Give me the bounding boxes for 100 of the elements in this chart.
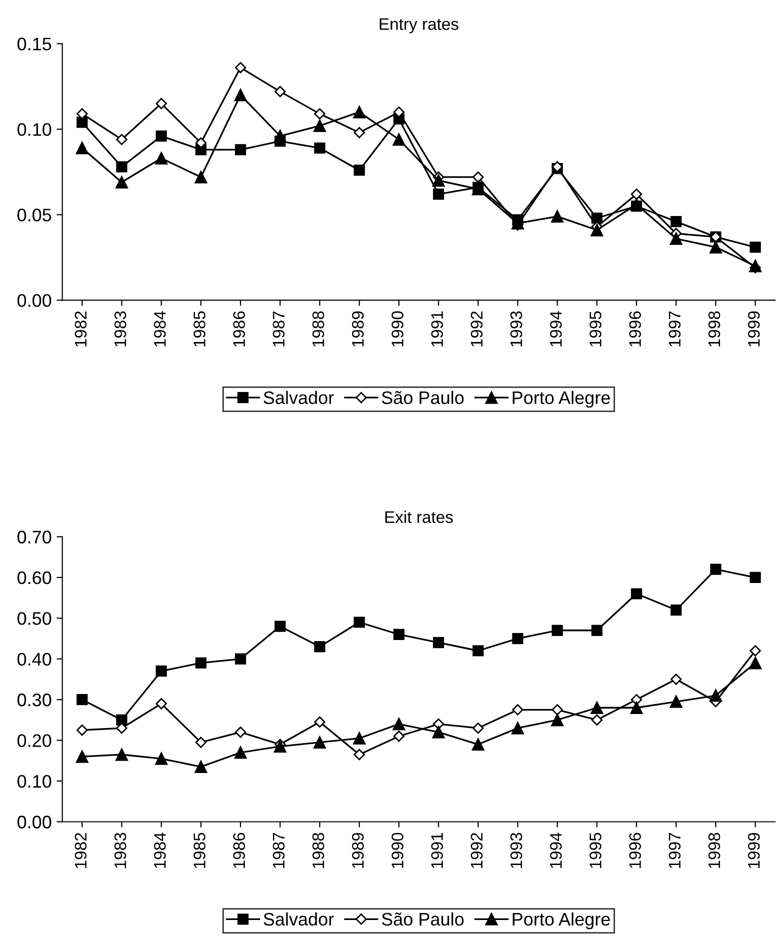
point <box>115 748 128 761</box>
legend-label: São Paulo <box>382 912 464 926</box>
point <box>393 628 404 640</box>
x-tick-label: 1984 <box>154 832 166 868</box>
point <box>670 695 682 708</box>
x-tick-label: 1987 <box>272 311 285 346</box>
point <box>591 624 602 636</box>
y-tick-label: 0.10 <box>17 123 52 136</box>
x-tick-label: 1994 <box>550 832 562 868</box>
point <box>630 188 642 200</box>
point <box>234 726 246 738</box>
x-tick-label: 1992 <box>470 311 483 346</box>
x-tick-label: 1988 <box>312 311 324 346</box>
x-tick-label: 1993 <box>510 832 522 868</box>
point <box>432 174 445 187</box>
point <box>552 704 563 716</box>
point <box>552 624 563 636</box>
point <box>76 724 88 736</box>
x-tick-label: 1986 <box>233 832 245 868</box>
x-tick-label: 1991 <box>431 832 443 868</box>
point <box>155 752 168 765</box>
x-tick-label: 1984 <box>154 311 166 346</box>
point <box>472 722 484 734</box>
x-tick-label: 1996 <box>629 832 641 868</box>
point <box>591 714 603 726</box>
x-tick-label: 1983 <box>114 832 126 868</box>
point <box>116 161 128 172</box>
x-tick-label: 1997 <box>668 311 681 346</box>
point <box>234 653 246 664</box>
x-tick-label: 1990 <box>392 832 404 868</box>
point <box>76 116 88 128</box>
point <box>76 750 88 763</box>
chart-title: Entry rates <box>380 18 458 34</box>
point <box>76 694 88 706</box>
y-tick-label: 0.00 <box>17 816 52 828</box>
legend-label: Porto Alegre <box>512 390 610 408</box>
point <box>274 740 286 753</box>
point <box>432 726 445 738</box>
point <box>314 142 326 154</box>
point <box>116 722 128 734</box>
point <box>116 134 128 146</box>
x-tick-label: 1985 <box>194 832 206 868</box>
y-tick-label: 0.30 <box>17 694 52 706</box>
x-tick-label: 1988 <box>312 832 324 868</box>
point <box>194 760 208 774</box>
point <box>551 210 564 223</box>
x-tick-label: 1994 <box>550 311 562 346</box>
point <box>590 702 604 714</box>
point <box>432 637 444 648</box>
point <box>76 142 88 154</box>
x-tick-label: 1982 <box>74 833 87 868</box>
point <box>234 144 246 156</box>
point <box>472 645 484 656</box>
x-tick-label: 1987 <box>272 833 285 868</box>
point <box>512 632 524 644</box>
y-tick-label: 0.60 <box>17 571 52 584</box>
point <box>590 224 604 236</box>
point <box>392 133 406 146</box>
point <box>156 130 167 142</box>
x-tick-label: 1983 <box>114 311 126 346</box>
x-tick-label: 1985 <box>194 311 206 346</box>
point <box>156 666 167 677</box>
legend-label: Salvador <box>264 912 334 926</box>
point <box>354 616 365 628</box>
x-tick-label: 1986 <box>233 311 245 346</box>
point <box>709 689 722 702</box>
x-tick-label: 1993 <box>510 311 522 346</box>
point <box>511 722 524 734</box>
point <box>116 714 128 726</box>
point <box>472 738 484 751</box>
point <box>670 604 682 616</box>
point <box>432 188 444 200</box>
y-tick-label: 0.15 <box>17 38 52 50</box>
point <box>274 86 286 98</box>
point <box>195 137 207 148</box>
x-tick-label: 1997 <box>668 833 681 868</box>
x-tick-label: 1992 <box>470 833 483 868</box>
legend-label: Salvador <box>264 390 334 404</box>
point <box>670 232 682 245</box>
y-tick-label: 0.10 <box>17 774 52 788</box>
y-tick-label: 0.70 <box>17 530 52 544</box>
point <box>313 120 326 132</box>
point <box>314 641 326 652</box>
point <box>750 242 761 253</box>
point <box>630 588 642 600</box>
point <box>156 698 167 710</box>
point <box>194 170 208 184</box>
point <box>314 108 326 120</box>
point <box>551 714 564 726</box>
point <box>195 736 207 748</box>
point <box>115 176 128 188</box>
legend-label: Porto Alegre <box>512 912 610 930</box>
x-tick-label: 1999 <box>748 832 760 868</box>
point <box>313 736 326 749</box>
point <box>630 702 643 714</box>
y-tick-label: 0.05 <box>17 208 52 222</box>
point <box>749 656 762 670</box>
x-tick-label: 1995 <box>590 311 602 346</box>
point <box>274 620 286 632</box>
x-tick-label: 1998 <box>708 311 720 346</box>
